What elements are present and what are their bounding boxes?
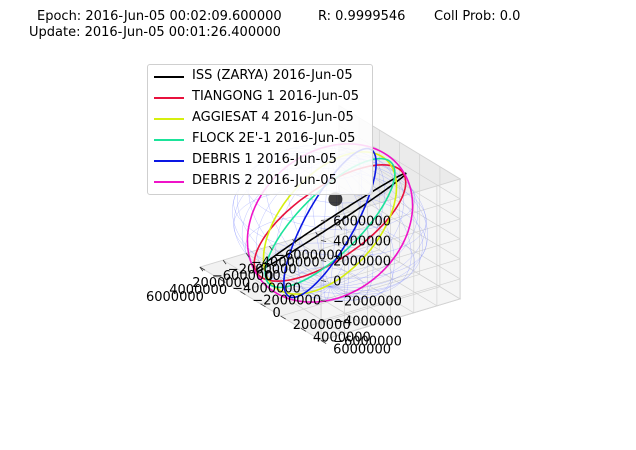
- collision-point: [328, 192, 343, 207]
- axis-ticks: −6000000−6000000−6000000−4000000−4000000…: [146, 215, 402, 358]
- legend: ISS (ZARYA) 2016-Jun-05 TIANGONG 1 2016-J…: [147, 64, 373, 195]
- parallel-line: [245, 215, 415, 294]
- z-tick-label: 0: [333, 275, 341, 290]
- z-gridline-right: [320, 178, 461, 221]
- y-tick-mark: [260, 303, 266, 308]
- y-tick-label: 0: [273, 306, 281, 321]
- z-tick-mark: [321, 220, 327, 222]
- x-tick-mark: [338, 225, 343, 230]
- y-tick-mark: [219, 278, 226, 283]
- legend-swatch: [154, 160, 184, 162]
- y-tick-mark: [320, 340, 327, 344]
- legend-swatch: [154, 118, 184, 120]
- z-tick-mark: [321, 280, 327, 282]
- y-tick-label: 6000000: [333, 343, 391, 358]
- x-tick-mark: [222, 259, 227, 265]
- y-tick-label: 4000000: [313, 330, 371, 345]
- parallel-line: [266, 242, 394, 301]
- z-tick-label: 4000000: [333, 235, 391, 250]
- y-tick-label: 2000000: [293, 318, 351, 333]
- y-gridline: [300, 166, 441, 329]
- y-tick-label: −2000000: [252, 294, 321, 309]
- epoch-label: Epoch: 2016-Jun-05 00:02:09.600000: [37, 9, 282, 24]
- legend-label: DEBRIS 1 2016-Jun-05: [192, 152, 337, 167]
- z-tick-label: 2000000: [333, 255, 391, 270]
- y-tick-mark: [300, 327, 307, 332]
- x-tick-mark: [199, 266, 204, 272]
- legend-label: AGGIESAT 4 2016-Jun-05: [192, 110, 354, 125]
- axes-grid: [199, 105, 461, 342]
- z-tick-label: −2000000: [333, 295, 402, 310]
- z-tick-mark: [321, 260, 327, 262]
- z-tick-mark: [321, 320, 327, 322]
- legend-label: TIANGONG 1 2016-Jun-05: [192, 89, 360, 104]
- legend-item: DEBRIS 1 2016-Jun-05: [148, 151, 374, 171]
- x-tick-label: 6000000: [146, 290, 204, 305]
- x-tick-mark: [315, 232, 320, 237]
- legend-item: FLOCK 2E'-1 2016-Jun-05: [148, 130, 374, 150]
- z-tick-label: −4000000: [333, 315, 402, 330]
- legend-label: ISS (ZARYA) 2016-Jun-05: [192, 68, 353, 83]
- x-tick-label: 4000000: [169, 283, 227, 298]
- z-tick-label: 6000000: [333, 215, 391, 230]
- update-label: Update: 2016-Jun-05 00:01:26.400000: [29, 25, 281, 40]
- x-tick-label: 2000000: [192, 276, 250, 291]
- legend-item: AGGIESAT 4 2016-Jun-05: [148, 109, 374, 129]
- parallel-line: [233, 189, 427, 279]
- legend-swatch: [154, 181, 184, 183]
- y-tick-mark: [240, 291, 246, 295]
- x-tick-label: −4000000: [251, 255, 320, 270]
- collision-probability-label: Coll Prob: 0.0: [434, 9, 521, 24]
- legend-label: DEBRIS 2 2016-Jun-05: [192, 173, 337, 188]
- correlation-label: R: 0.9999546: [318, 9, 406, 24]
- legend-swatch: [154, 97, 184, 99]
- header: Epoch: 2016-Jun-05 00:02:09.600000 R: 0.…: [0, 0, 636, 46]
- x-tick-mark: [245, 252, 250, 258]
- y-tick-label: −6000000: [212, 269, 281, 284]
- legend-item: ISS (ZARYA) 2016-Jun-05: [148, 67, 374, 87]
- legend-item: TIANGONG 1 2016-Jun-05: [148, 88, 374, 108]
- legend-label: FLOCK 2E'-1 2016-Jun-05: [192, 131, 356, 146]
- y-tick-mark: [280, 315, 286, 320]
- y-gridline: [320, 178, 461, 341]
- z-tick-mark: [321, 300, 327, 302]
- x-tick-label: −6000000: [274, 249, 343, 264]
- z-tick-label: −6000000: [333, 335, 402, 350]
- x-tick-mark: [269, 246, 273, 251]
- x-tick-mark: [292, 239, 296, 244]
- legend-item: DEBRIS 2 2016-Jun-05: [148, 172, 374, 192]
- y-tick-label: −4000000: [232, 281, 301, 296]
- x-tick-label: −2000000: [228, 262, 297, 277]
- x-tick-label: 0: [265, 269, 273, 284]
- z-tick-mark: [321, 240, 327, 242]
- legend-swatch: [154, 139, 184, 141]
- z-gridline-right: [320, 198, 461, 241]
- collision-marker: [328, 192, 343, 207]
- legend-swatch: [154, 76, 184, 78]
